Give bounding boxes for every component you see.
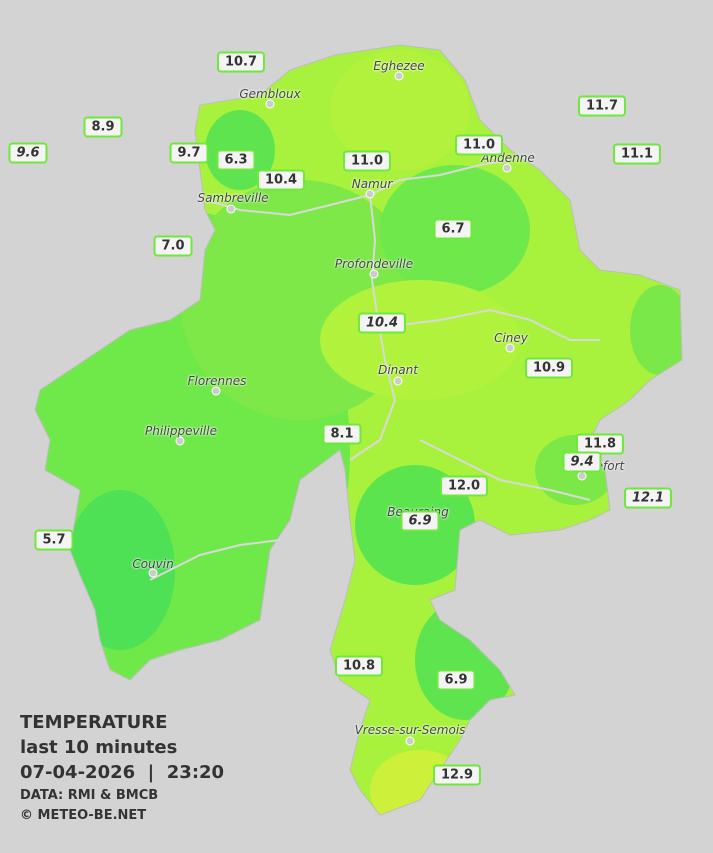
city-label: Florennes [187,374,247,388]
station-temperature: 11.1 [612,143,662,165]
station-temperature: 10.4 [357,312,407,334]
city-label: Philippeville [145,424,217,438]
station-temperature: 11.0 [342,150,392,172]
city-label: Profondeville [334,257,414,271]
city-label: Vresse-sur-Semois [354,723,466,737]
station-temperature: 11.7 [577,95,627,117]
station-temperature: 12.1 [623,487,673,509]
station-temperature: 6.9 [436,669,476,691]
city-marker [265,99,275,109]
station-temperature: 6.3 [216,149,256,171]
station-temperature: 8.9 [83,116,123,138]
station-temperature: 5.7 [34,529,74,551]
city-marker [502,163,512,173]
city-marker [148,568,158,578]
city-marker [369,269,379,279]
station-temperature: 12.0 [439,475,489,497]
city-label: Ciney [494,331,528,345]
station-temperature: 7.0 [153,235,193,257]
city-marker [175,436,185,446]
city-marker [394,71,404,81]
city-marker [393,376,403,386]
station-temperature: 9.7 [169,142,209,164]
legend-title: TEMPERATURE [20,712,168,733]
station-temperature: 10.4 [256,169,306,191]
legend-datetime: 07-04-2026 | 23:20 [20,762,225,783]
station-temperature: 10.8 [334,655,384,677]
city-label: Namur [351,177,393,191]
city-label: Sambreville [197,191,269,205]
city-label: Dinant [378,363,418,377]
station-temperature: 8.1 [322,423,362,445]
station-temperature: 10.9 [524,357,574,379]
city-label: Eghezee [373,59,425,73]
station-temperature: 10.7 [216,51,266,73]
city-marker [226,204,236,214]
city-label: Couvin [132,557,174,571]
city-marker [211,386,221,396]
station-temperature: 6.7 [433,218,473,240]
station-temperature: 9.6 [8,142,48,164]
legend-credit: © METEO-BE.NET [20,808,147,823]
station-temperature: 11.0 [454,134,504,156]
legend-source: DATA: RMI & BMCB [20,788,159,803]
city-marker [365,189,375,199]
station-temperature: 6.9 [400,510,440,532]
city-marker [505,343,515,353]
city-label: Gembloux [239,87,301,101]
legend-subtitle: last 10 minutes [20,737,178,758]
station-temperature: 12.9 [432,764,482,786]
city-marker [405,736,415,746]
station-temperature: 9.4 [562,451,602,473]
